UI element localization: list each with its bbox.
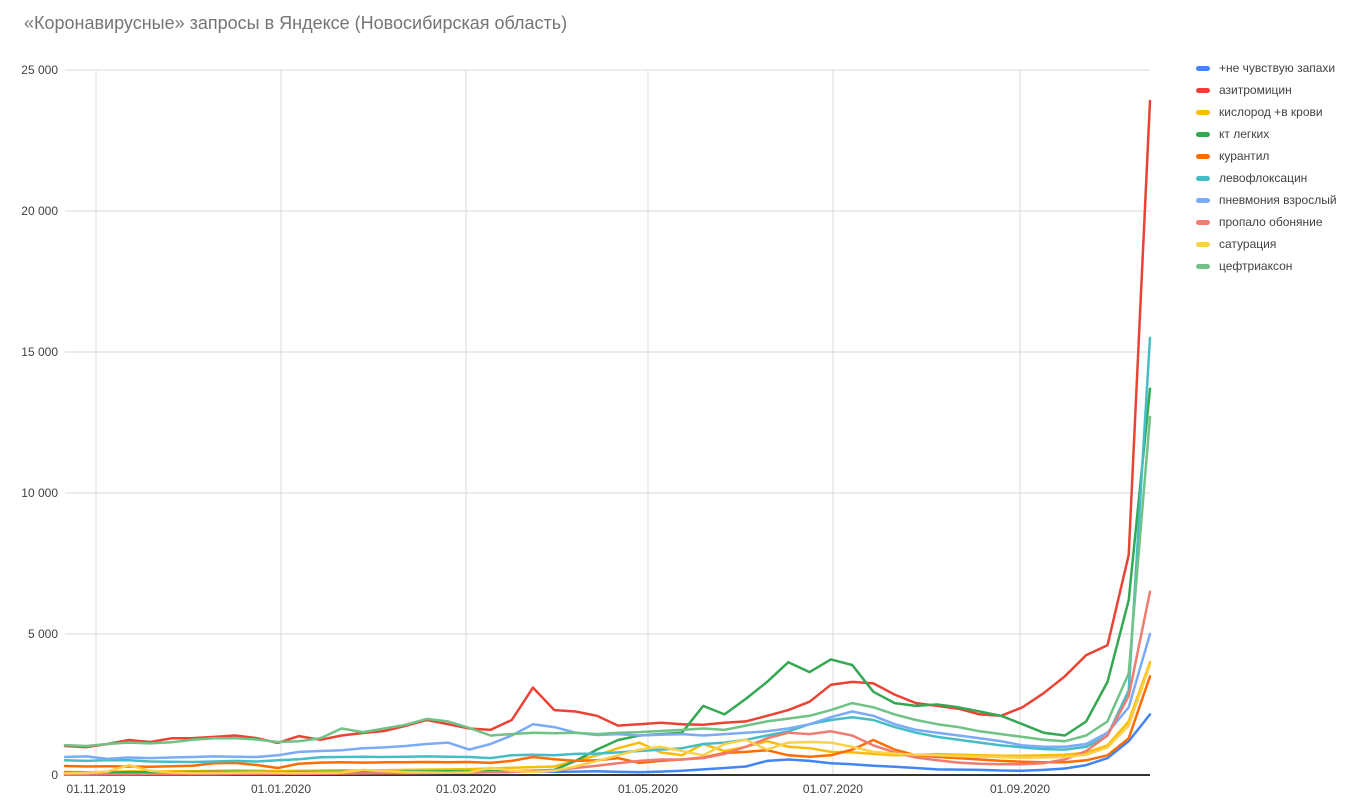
- y-axis-tick-label: 25 000: [21, 63, 58, 77]
- x-axis-tick-label: 01.11.2019: [66, 782, 125, 796]
- legend-item: азитромицин: [1196, 83, 1337, 97]
- legend-label: кислород +в крови: [1219, 105, 1323, 119]
- y-axis-tick-label: 20 000: [21, 204, 58, 218]
- series-line: [63, 415, 1152, 748]
- legend-label: цефтриаксон: [1219, 259, 1293, 273]
- series-line: [63, 663, 1152, 775]
- y-axis-tick-label: 0: [51, 768, 58, 782]
- legend-label: пневмония взрослый: [1219, 193, 1337, 207]
- legend-item: цефтриаксон: [1196, 259, 1337, 273]
- x-axis-tick-label: 01.03.2020: [436, 782, 496, 796]
- legend-swatch: [1196, 87, 1210, 93]
- series-line: [63, 632, 1152, 761]
- chart-title: «Коронавирусные» запросы в Яндексе (Ново…: [24, 13, 568, 33]
- legend-item: +не чувствую запахи: [1196, 61, 1337, 75]
- legend-item: кт легких: [1196, 127, 1337, 141]
- legend-swatch: [1196, 241, 1210, 247]
- legend-label: +не чувствую запахи: [1219, 61, 1336, 75]
- legend-item: пропало обоняние: [1196, 215, 1337, 229]
- series-line: [63, 336, 1152, 764]
- legend-swatch: [1196, 131, 1210, 137]
- series-line: [63, 99, 1152, 749]
- legend-item: кислород +в крови: [1196, 105, 1337, 119]
- legend-swatch: [1196, 109, 1210, 115]
- legend-label: кт легких: [1219, 127, 1270, 141]
- legend-swatch: [1196, 263, 1210, 269]
- legend-label: курантил: [1219, 149, 1270, 163]
- legend-label: сатурация: [1219, 237, 1277, 251]
- legend-item: сатурация: [1196, 237, 1337, 251]
- legend-item: пневмония взрослый: [1196, 193, 1337, 207]
- x-axis-tick-label: 01.07.2020: [803, 782, 863, 796]
- legend-label: пропало обоняние: [1219, 215, 1323, 229]
- series-line: [63, 590, 1152, 776]
- legend-item: курантил: [1196, 149, 1337, 163]
- legend-swatch: [1196, 153, 1210, 159]
- y-axis-tick-label: 5 000: [28, 627, 58, 641]
- legend-swatch: [1196, 175, 1210, 181]
- legend-swatch: [1196, 197, 1210, 203]
- legend-swatch: [1196, 65, 1210, 71]
- y-axis-tick-label: 10 000: [21, 486, 58, 500]
- x-axis-tick-label: 01.09.2020: [990, 782, 1050, 796]
- legend-label: левофлоксацин: [1219, 171, 1308, 185]
- y-axis-tick-label: 15 000: [21, 345, 58, 359]
- legend-item: левофлоксацин: [1196, 171, 1337, 185]
- legend-swatch: [1196, 219, 1210, 225]
- legend-label: азитромицин: [1219, 83, 1292, 97]
- x-axis-tick-label: 01.05.2020: [618, 782, 678, 796]
- x-axis-tick-label: 01.01.2020: [251, 782, 311, 796]
- chart-legend: +не чувствую запахи азитромицин кислород +…: [1196, 61, 1337, 273]
